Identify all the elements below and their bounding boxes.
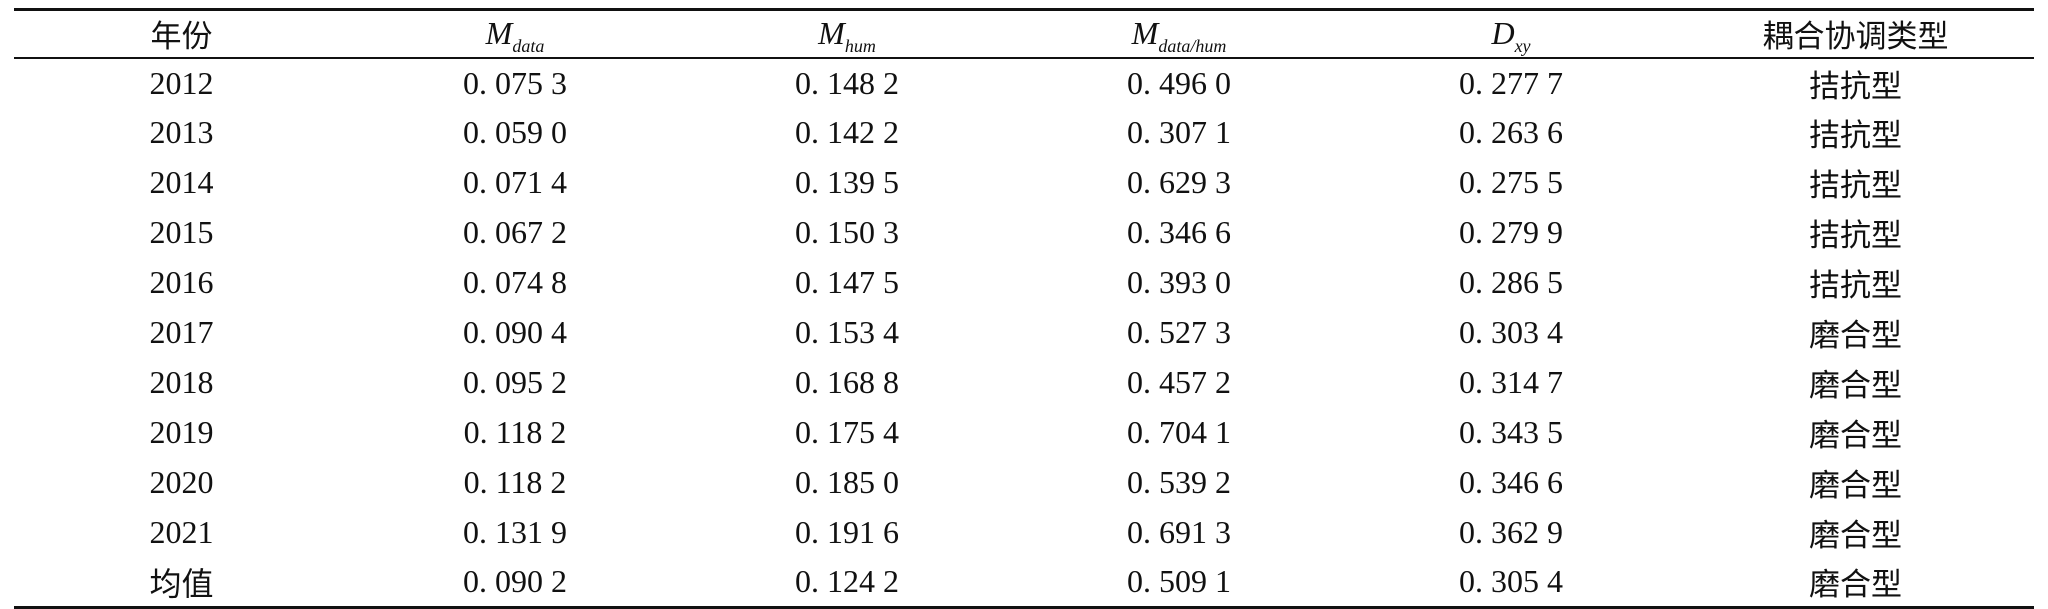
cell-year: 2017: [149, 314, 214, 350]
table-row: 2014 0. 071 4 0. 139 5 0. 629 3 0. 275 5 拮抗型: [14, 158, 2034, 208]
cell-coupling-type: 磨合型: [1809, 518, 1902, 554]
header-row: 年份 Mdata Mhum Mdata/hum Dxy 耦合协调类型: [14, 9, 2034, 58]
cell-m-data-hum: 0. 393 0: [1127, 264, 1231, 300]
cell-m-hum: 0. 191 6: [795, 514, 899, 550]
cell-m-data: 0. 131 9: [463, 514, 567, 550]
cell-year: 2018: [149, 364, 214, 400]
header-d-xy-base: D: [1491, 15, 1515, 52]
cell-m-data: 0. 074 8: [463, 264, 567, 300]
cell-coupling-type: 拮抗型: [1809, 68, 1902, 105]
table-row: 2018 0. 095 2 0. 168 8 0. 457 2 0. 314 7 磨合型: [14, 358, 2034, 408]
cell-coupling-type: 拮抗型: [1809, 118, 1902, 154]
table-row: 2012 0. 075 3 0. 148 2 0. 496 0 0. 277 7 拮抗型: [14, 58, 2034, 108]
cell-m-data: 0. 090 2: [463, 563, 567, 600]
cell-coupling-type: 磨合型: [1809, 368, 1902, 404]
header-year: 年份: [150, 19, 213, 56]
cell-m-hum: 0. 150 3: [795, 214, 899, 250]
cell-m-data: 0. 090 4: [463, 314, 567, 350]
header-d-xy-sub: xy: [1514, 36, 1531, 57]
cell-m-data: 0. 071 4: [463, 164, 567, 200]
cell-m-data-hum: 0. 691 3: [1127, 514, 1231, 550]
cell-m-hum: 0. 185 0: [795, 464, 899, 500]
cell-m-hum: 0. 139 5: [795, 164, 899, 200]
cell-m-data: 0. 118 2: [463, 464, 567, 500]
table-row: 均值 0. 090 2 0. 124 2 0. 509 1 0. 305 4 磨合型: [14, 558, 2034, 608]
header-m-data-sub: data: [512, 36, 545, 57]
cell-d-xy: 0. 346 6: [1459, 464, 1563, 500]
header-m-data-hum-base: M: [1131, 15, 1159, 52]
cell-d-xy: 0. 279 9: [1459, 214, 1563, 250]
table-row: 2020 0. 118 2 0. 185 0 0. 539 2 0. 346 6 磨合型: [14, 458, 2034, 508]
cell-m-data-hum: 0. 346 6: [1127, 214, 1231, 250]
table-row: 2015 0. 067 2 0. 150 3 0. 346 6 0. 279 9 拮抗型: [14, 208, 2034, 258]
cell-m-data: 0. 059 0: [463, 114, 567, 150]
coupling-coordination-table: 年份 Mdata Mhum Mdata/hum Dxy 耦合协调类型 2012 0…: [14, 8, 2034, 609]
cell-m-hum: 0. 147 5: [795, 264, 899, 300]
cell-m-data-hum: 0. 457 2: [1127, 364, 1231, 400]
cell-m-hum: 0. 142 2: [795, 114, 899, 150]
cell-year: 2020: [149, 464, 214, 500]
header-m-data-hum: Mdata/hum: [1013, 10, 1345, 58]
header-m-data-base: M: [485, 15, 513, 52]
cell-year: 2014: [149, 164, 214, 200]
cell-d-xy: 0. 275 5: [1459, 164, 1563, 200]
table-row: 2013 0. 059 0 0. 142 2 0. 307 1 0. 263 6 拮抗型: [14, 108, 2034, 158]
cell-coupling-type: 拮抗型: [1809, 268, 1902, 304]
table-row: 2019 0. 118 2 0. 175 4 0. 704 1 0. 343 5 磨合型: [14, 408, 2034, 458]
header-m-data: Mdata: [349, 10, 681, 58]
cell-coupling-type: 磨合型: [1809, 318, 1902, 354]
table-row: 2017 0. 090 4 0. 153 4 0. 527 3 0. 303 4 磨合型: [14, 308, 2034, 358]
cell-d-xy: 0. 303 4: [1459, 314, 1563, 350]
cell-m-hum: 0. 153 4: [795, 314, 899, 350]
cell-m-data-hum: 0. 496 0: [1127, 64, 1231, 101]
cell-d-xy: 0. 343 5: [1459, 414, 1563, 450]
cell-m-data-hum: 0. 704 1: [1127, 414, 1231, 450]
cell-year: 2021: [149, 514, 214, 550]
cell-coupling-type: 拮抗型: [1809, 168, 1902, 204]
cell-coupling-type: 磨合型: [1809, 418, 1902, 454]
cell-m-data: 0. 067 2: [463, 214, 567, 250]
cell-m-data-hum: 0. 527 3: [1127, 314, 1231, 350]
cell-m-data-hum: 0. 539 2: [1127, 464, 1231, 500]
table-row: 2016 0. 074 8 0. 147 5 0. 393 0 0. 286 5 拮抗型: [14, 258, 2034, 308]
header-m-hum-sub: hum: [844, 36, 876, 57]
table-row: 2021 0. 131 9 0. 191 6 0. 691 3 0. 362 9 磨合型: [14, 508, 2034, 558]
cell-m-data-hum: 0. 629 3: [1127, 164, 1231, 200]
cell-m-hum: 0. 148 2: [795, 64, 899, 101]
cell-m-hum: 0. 124 2: [795, 563, 899, 600]
cell-coupling-type: 磨合型: [1809, 468, 1902, 504]
header-m-data-hum-sub: data/hum: [1158, 36, 1227, 57]
cell-m-data: 0. 095 2: [463, 364, 567, 400]
cell-m-data-hum: 0. 307 1: [1127, 114, 1231, 150]
header-d-xy: Dxy: [1345, 10, 1677, 58]
cell-d-xy: 0. 277 7: [1459, 64, 1563, 101]
cell-d-xy: 0. 305 4: [1459, 563, 1563, 600]
cell-coupling-type: 拮抗型: [1809, 218, 1902, 254]
cell-m-hum: 0. 168 8: [795, 364, 899, 400]
cell-year: 2019: [149, 414, 214, 450]
cell-m-hum: 0. 175 4: [795, 414, 899, 450]
header-m-hum-base: M: [818, 15, 845, 52]
cell-year: 2015: [149, 214, 214, 250]
cell-d-xy: 0. 263 6: [1459, 114, 1563, 150]
cell-m-data: 0. 118 2: [463, 414, 567, 450]
cell-year: 2016: [149, 264, 214, 300]
cell-year: 2013: [149, 114, 214, 150]
cell-d-xy: 0. 286 5: [1459, 264, 1563, 300]
table-body: 2012 0. 075 3 0. 148 2 0. 496 0 0. 277 7 拮抗型 2…: [14, 58, 2034, 608]
header-coupling-type: 耦合协调类型: [1762, 19, 1949, 56]
cell-m-data-hum: 0. 509 1: [1127, 563, 1231, 600]
cell-d-xy: 0. 362 9: [1459, 514, 1563, 550]
header-m-hum: Mhum: [681, 10, 1013, 58]
cell-year: 均值: [149, 565, 214, 602]
cell-m-data: 0. 075 3: [463, 64, 567, 101]
cell-coupling-type: 磨合型: [1809, 567, 1902, 604]
cell-year: 2012: [149, 64, 214, 101]
cell-d-xy: 0. 314 7: [1459, 364, 1563, 400]
